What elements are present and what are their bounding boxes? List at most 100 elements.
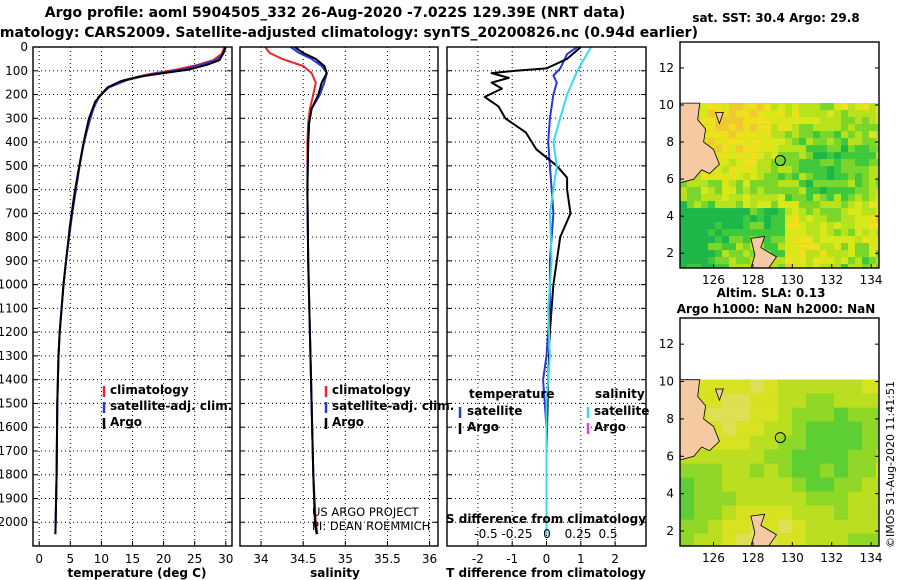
map-cell [799, 131, 806, 139]
map-cell [736, 449, 750, 464]
map-cell [736, 194, 743, 202]
map-cell [876, 505, 879, 520]
map-cell [743, 264, 750, 268]
map-cell [806, 208, 813, 216]
map-cell [855, 250, 862, 258]
map-cell [848, 533, 862, 546]
map-cell [792, 379, 806, 394]
map-cell [876, 257, 879, 265]
map-cell [764, 152, 771, 160]
map-cell [743, 222, 750, 230]
map-cell [827, 236, 834, 244]
map-cell [799, 201, 806, 209]
map-cell [729, 138, 736, 146]
map-cell [785, 215, 792, 223]
map-cell [848, 131, 855, 139]
map-cell [792, 393, 806, 408]
map-cell [827, 194, 834, 202]
depth-tick-label: 900 [5, 254, 28, 268]
map-cell [743, 145, 750, 153]
map-cell [729, 243, 736, 251]
map-cell [848, 201, 855, 209]
map-cell [764, 201, 771, 209]
map-cell [743, 159, 750, 167]
map-cell [876, 435, 879, 450]
map-cell [764, 491, 778, 506]
map-cell [771, 257, 778, 265]
difference-panel: -2 -1 0 1 2 temperature salinity satellite Argo s… [446, 46, 649, 566]
map-cell [687, 208, 694, 216]
map-cell [792, 491, 806, 506]
map-cell [729, 131, 736, 139]
map-cell [820, 257, 827, 265]
map-cell [771, 208, 778, 216]
map-cell [848, 477, 862, 492]
map-cell [680, 519, 694, 534]
map-cell [785, 250, 792, 258]
map-cell [743, 243, 750, 251]
map-cell [806, 103, 813, 111]
map-cell [848, 194, 855, 202]
x-tick-label: 20 [156, 552, 171, 566]
map-cell [757, 229, 764, 237]
map-cell [827, 166, 834, 174]
map-cell [722, 505, 736, 520]
map-cell [848, 138, 855, 146]
map-cell [778, 194, 785, 202]
map-cell [820, 180, 827, 188]
map-cell [855, 222, 862, 230]
map-cell [708, 110, 715, 118]
map-cell [806, 393, 820, 408]
map-cell [848, 215, 855, 223]
series-line-satellite-adj-clim- [54, 46, 227, 535]
map-x-tick-label: 134 [860, 551, 883, 565]
map-cell [820, 379, 834, 394]
map-cell [729, 117, 736, 125]
map-cell [722, 110, 729, 118]
credit-text: US ARGO PROJECT [312, 505, 420, 519]
map-cell [876, 229, 879, 237]
x-tick-label: 15 [125, 552, 140, 566]
map-cell [820, 229, 827, 237]
depth-tick-label: 1300 [0, 349, 28, 363]
map-cell [827, 243, 834, 251]
map-cell [792, 264, 799, 268]
map-cell [862, 505, 876, 520]
map-cell [736, 229, 743, 237]
map-cell [806, 421, 820, 436]
map-y-tick-label: 8 [666, 412, 674, 426]
map-cell [750, 379, 764, 394]
map-cell [722, 533, 736, 546]
map-cell [869, 194, 876, 202]
map-cell [813, 187, 820, 195]
legend-label: Argo [467, 420, 499, 434]
depth-tick-label: 800 [5, 230, 28, 244]
map-cell [848, 257, 855, 265]
depth-tick-label: 2000 [0, 515, 28, 529]
map-cell [778, 145, 785, 153]
map-cell [722, 103, 729, 111]
map-cell [862, 145, 869, 153]
map-cell [820, 505, 834, 520]
map-cell [799, 166, 806, 174]
map-cell [785, 257, 792, 265]
map-cell [757, 124, 764, 132]
map-cell [855, 215, 862, 223]
map-cell [729, 215, 736, 223]
map-cell [687, 250, 694, 258]
map-cell [708, 250, 715, 258]
map-cell [848, 166, 855, 174]
map-cell [813, 124, 820, 132]
map-cell [708, 264, 715, 268]
map-cell [743, 138, 750, 146]
map-cell [848, 187, 855, 195]
map-cell [708, 138, 715, 146]
map-cell [827, 180, 834, 188]
map-cell [736, 435, 750, 450]
map-cell [848, 117, 855, 125]
map-cell [799, 159, 806, 167]
map-cell [820, 222, 827, 230]
map-cell [743, 201, 750, 209]
map-cell [701, 257, 708, 265]
map-cell [834, 117, 841, 125]
